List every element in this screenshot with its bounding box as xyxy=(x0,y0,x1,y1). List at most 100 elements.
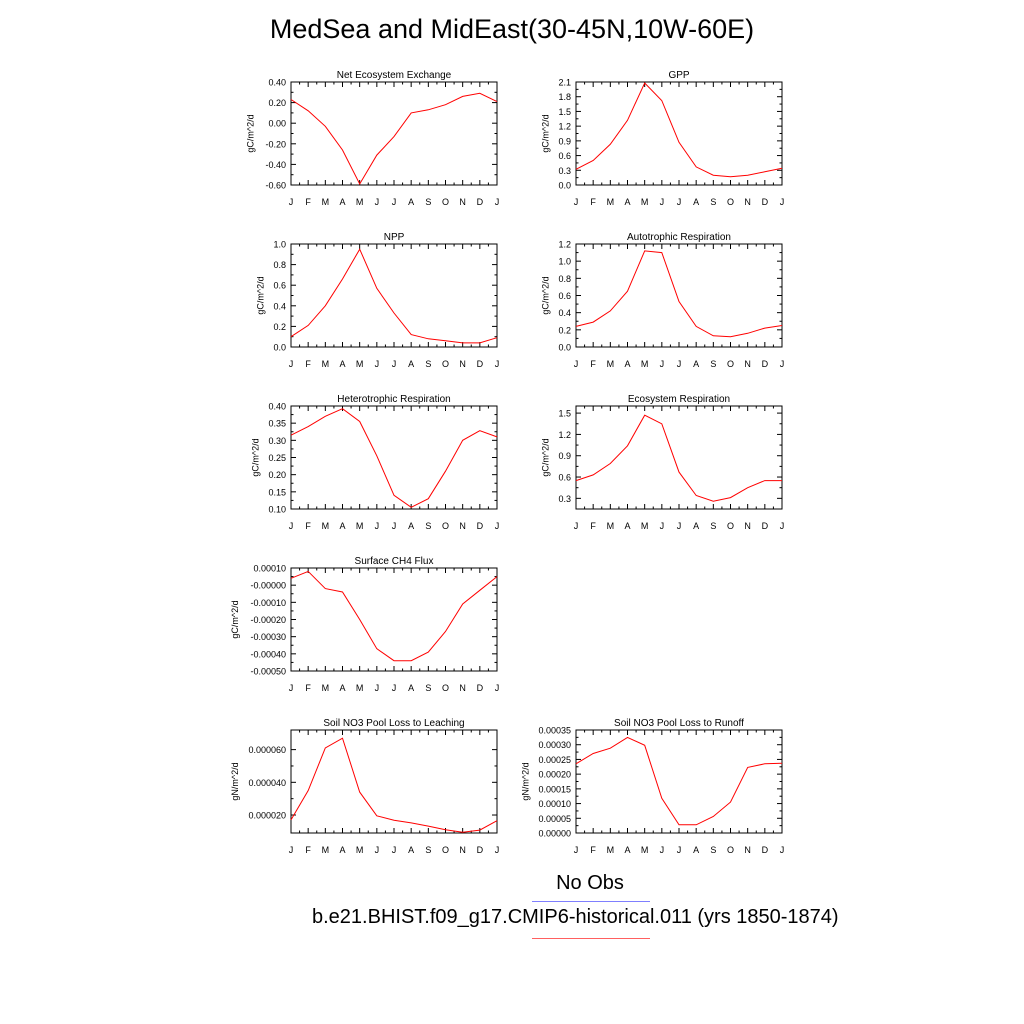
y-tick-label: 0.6 xyxy=(558,473,571,483)
y-tick-label: 0.00010 xyxy=(253,564,286,574)
y-tick-label: 1.8 xyxy=(558,92,571,102)
y-tick-label: 0.000020 xyxy=(248,811,286,821)
y-tick-label: 0.30 xyxy=(268,436,286,446)
x-tick-label: O xyxy=(727,845,734,855)
panel-title: Heterotrophic Respiration xyxy=(337,394,450,405)
x-tick-label: M xyxy=(641,197,649,207)
x-tick-label: J xyxy=(677,521,682,531)
y-tick-label: -0.00000 xyxy=(250,581,286,591)
series-line xyxy=(290,248,498,344)
y-tick-label: 0.40 xyxy=(268,402,286,412)
plot-frame xyxy=(290,81,498,186)
x-tick-label: M xyxy=(607,845,615,855)
x-tick-label: J xyxy=(495,521,500,531)
y-tick-label: 0.20 xyxy=(268,98,286,108)
x-tick-label: M xyxy=(356,359,364,369)
x-tick-label: A xyxy=(408,683,414,693)
panel-title: NPP xyxy=(384,232,405,243)
x-tick-label: A xyxy=(408,845,414,855)
y-tick-label: 0.9 xyxy=(558,136,571,146)
x-tick-label: D xyxy=(762,521,769,531)
x-tick-label: N xyxy=(459,359,466,369)
y-tick-label: 0.00 xyxy=(268,119,286,129)
x-tick-label: F xyxy=(305,197,311,207)
x-tick-label: J xyxy=(289,197,294,207)
panel-title: Autotrophic Respiration xyxy=(627,232,731,243)
x-tick-label: J xyxy=(574,359,579,369)
y-axis-label: gN/m^2/d xyxy=(520,762,530,800)
y-tick-label: 0.25 xyxy=(268,453,286,463)
x-tick-label: A xyxy=(339,683,345,693)
y-tick-label: 0.000060 xyxy=(248,745,286,755)
series-line xyxy=(290,408,498,508)
x-tick-label: N xyxy=(459,197,466,207)
x-tick-label: D xyxy=(762,359,769,369)
x-tick-label: J xyxy=(375,683,380,693)
x-tick-label: J xyxy=(392,521,397,531)
y-tick-label: 0.00010 xyxy=(538,799,571,809)
x-tick-label: S xyxy=(425,359,431,369)
x-tick-label: J xyxy=(375,359,380,369)
x-tick-label: A xyxy=(624,845,630,855)
y-tick-label: -0.20 xyxy=(265,139,286,149)
y-tick-label: -0.40 xyxy=(265,160,286,170)
x-tick-label: M xyxy=(641,359,649,369)
y-tick-label: 0.3 xyxy=(558,166,571,176)
x-tick-label: F xyxy=(305,845,311,855)
x-tick-label: M xyxy=(607,521,615,531)
x-tick-label: M xyxy=(607,197,615,207)
y-tick-label: 0.9 xyxy=(558,451,571,461)
x-tick-label: J xyxy=(289,683,294,693)
x-tick-label: A xyxy=(339,521,345,531)
x-tick-label: F xyxy=(590,521,596,531)
x-tick-label: M xyxy=(322,683,330,693)
x-tick-label: O xyxy=(442,359,449,369)
y-axis-label: gC/m^2/d xyxy=(256,276,266,314)
x-tick-label: D xyxy=(477,845,484,855)
y-tick-label: 0.6 xyxy=(273,281,286,291)
x-tick-label: D xyxy=(762,197,769,207)
x-tick-label: J xyxy=(660,359,665,369)
y-tick-label: -0.00050 xyxy=(250,667,286,677)
y-tick-label: 1.2 xyxy=(558,240,571,250)
x-tick-label: J xyxy=(392,845,397,855)
x-tick-label: O xyxy=(727,521,734,531)
plot-frame xyxy=(575,729,783,834)
y-tick-label: 0.00000 xyxy=(538,829,571,839)
legend-line-model xyxy=(532,938,650,939)
panel-title: Soil NO3 Pool Loss to Runoff xyxy=(614,718,744,729)
y-tick-label: -0.00030 xyxy=(250,632,286,642)
x-tick-label: O xyxy=(442,197,449,207)
y-tick-label: 0.4 xyxy=(273,301,286,311)
x-tick-label: S xyxy=(425,845,431,855)
x-tick-label: N xyxy=(744,197,751,207)
x-tick-label: F xyxy=(590,845,596,855)
y-axis-label: gC/m^2/d xyxy=(246,114,256,152)
y-axis-label: gC/m^2/d xyxy=(541,438,551,476)
x-tick-label: A xyxy=(693,845,699,855)
x-tick-label: J xyxy=(375,845,380,855)
x-tick-label: A xyxy=(624,359,630,369)
x-tick-label: N xyxy=(744,521,751,531)
x-tick-label: A xyxy=(693,197,699,207)
x-tick-label: S xyxy=(425,521,431,531)
y-tick-label: 0.2 xyxy=(558,325,571,335)
y-tick-label: -0.00040 xyxy=(250,649,286,659)
y-tick-label: 0.00020 xyxy=(538,770,571,780)
y-axis-label: gC/m^2/d xyxy=(541,114,551,152)
plot-frame xyxy=(290,729,498,834)
x-tick-label: O xyxy=(727,359,734,369)
x-tick-label: F xyxy=(590,197,596,207)
x-tick-label: J xyxy=(677,197,682,207)
y-tick-label: 0.10 xyxy=(268,505,286,515)
x-tick-label: J xyxy=(495,197,500,207)
series-line xyxy=(575,414,782,502)
y-tick-label: 1.5 xyxy=(558,409,571,419)
x-tick-label: J xyxy=(574,845,579,855)
x-tick-label: J xyxy=(495,845,500,855)
x-tick-label: J xyxy=(289,359,294,369)
